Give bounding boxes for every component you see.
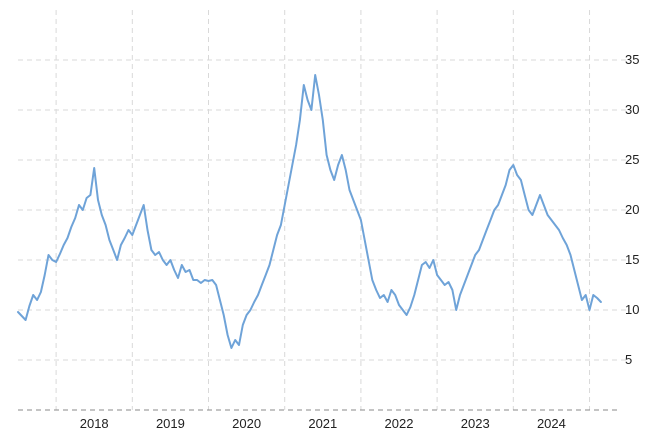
x-tick-label-2021: 2021 (308, 416, 337, 431)
x-tick-label-2019: 2019 (156, 416, 185, 431)
x-tick-label-2018: 2018 (80, 416, 109, 431)
x-tick-label-2023: 2023 (461, 416, 490, 431)
x-axis-labels: 2018 2019 2020 2021 2022 2023 2024 (80, 416, 566, 431)
y-tick-label-35: 35 (625, 52, 639, 67)
y-tick-label-20: 20 (625, 202, 639, 217)
y-axis-labels: 5 10 15 20 25 30 35 (625, 52, 639, 367)
x-tick-label-2024: 2024 (537, 416, 566, 431)
x-tick-label-2020: 2020 (232, 416, 261, 431)
series-layer (17, 74, 602, 349)
series-line-0 (17, 74, 602, 349)
y-tick-label-25: 25 (625, 152, 639, 167)
y-tick-label-15: 15 (625, 252, 639, 267)
gridlines (18, 10, 630, 410)
y-tick-label-30: 30 (625, 102, 639, 117)
y-tick-label-5: 5 (625, 352, 632, 367)
y-tick-label-10: 10 (625, 302, 639, 317)
x-tick-label-2022: 2022 (385, 416, 414, 431)
